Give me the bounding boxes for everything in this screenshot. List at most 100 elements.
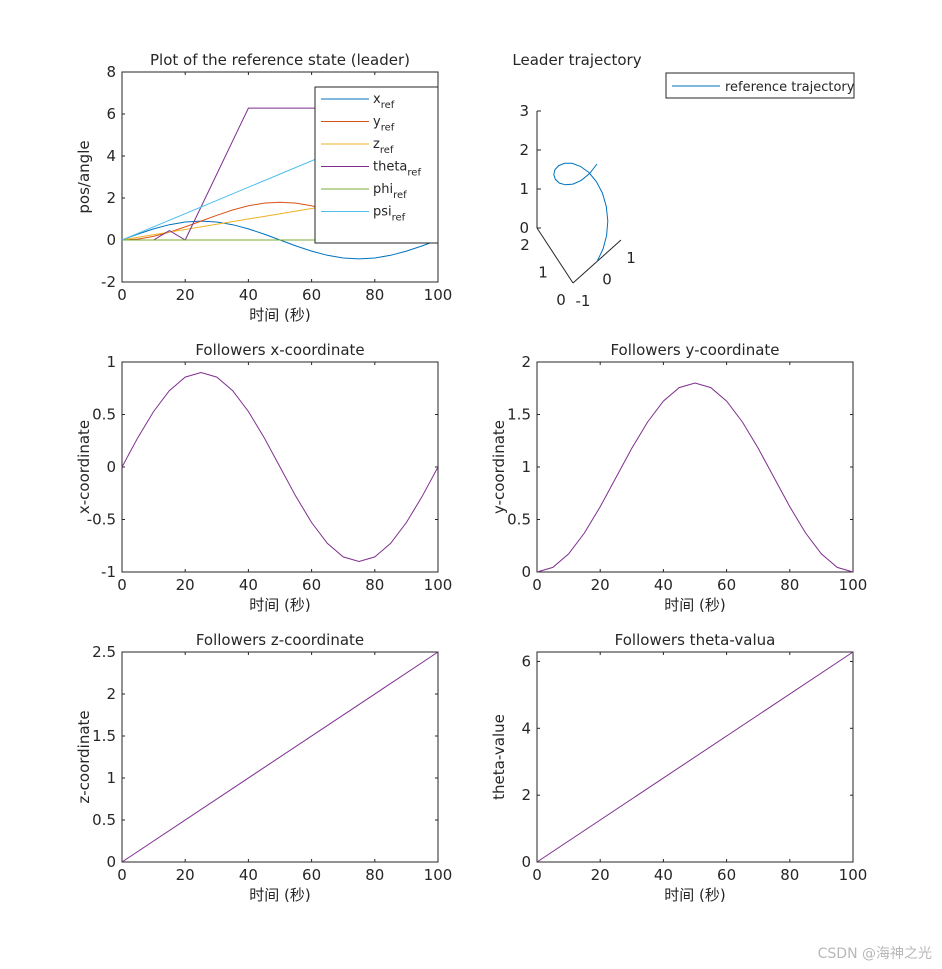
z-tick-label: 2 xyxy=(519,141,529,159)
series-line-follower-z xyxy=(121,651,439,863)
y-tick-label: 2.5 xyxy=(92,643,116,661)
x-tick-label: 80 xyxy=(365,866,384,884)
legend-entry-psi: psiref xyxy=(373,205,406,224)
y-tick-label: 0 xyxy=(106,231,116,249)
plot-area xyxy=(536,361,854,573)
y-tick-label: 0.5 xyxy=(507,511,531,529)
chart-panel-3: 0 20 40 60 80 100 0 0.5 1 1.5 2 Followers y-coordin… xyxy=(490,341,867,614)
x-tick-label: 60 xyxy=(302,576,321,594)
chart-title: Followers theta-valua xyxy=(615,631,776,649)
legend-entry-base: y xyxy=(373,115,381,130)
x-axis-label: 时间 (秒) xyxy=(249,886,310,904)
chart-panel-2: 0 20 40 60 80 100 -1 -0.5 0 0.5 1 Followers x-coord… xyxy=(75,341,452,614)
x-tick-label: 40 xyxy=(239,866,258,884)
y-tick-label: 0 xyxy=(556,291,566,309)
y-tick-label: 2 xyxy=(521,786,531,804)
x-tick-label: 0 xyxy=(532,866,542,884)
legend-entry-sub: ref xyxy=(380,145,394,156)
x-axis-label: 时间 (秒) xyxy=(664,596,725,614)
y-tick-label: 1 xyxy=(538,264,548,282)
x-tick-label: 80 xyxy=(780,866,799,884)
x-tick-label: 80 xyxy=(365,576,384,594)
y-tick-label: 1 xyxy=(106,769,116,787)
legend-entry-base: x xyxy=(373,92,381,107)
legend-entry-sub: ref xyxy=(381,100,395,111)
y-tick-label: 2 xyxy=(521,353,531,371)
legend-entry-base: theta xyxy=(373,160,407,175)
x-tick-label: 20 xyxy=(591,576,610,594)
y-tick-label: 2 xyxy=(106,685,116,703)
y-tick-label: -2 xyxy=(101,273,116,291)
y-tick-label: -1 xyxy=(101,563,116,581)
chart-title: Followers x-coordinate xyxy=(195,341,364,359)
legend-entry-x: xref xyxy=(373,92,395,111)
y-tick-label: 2 xyxy=(106,189,116,207)
y-tick-label: 1.5 xyxy=(507,406,531,424)
y-axis-label: z-coordinate xyxy=(75,710,93,803)
x-tick-label: 100 xyxy=(424,286,453,304)
legend-entry-theta: thetaref xyxy=(373,160,421,179)
x-tick-label: 60 xyxy=(302,866,321,884)
x-tick-label: 40 xyxy=(239,576,258,594)
legend-entry-base: psi xyxy=(373,205,392,220)
legend-entry-sub: ref xyxy=(381,123,395,134)
x-tick-label: 20 xyxy=(591,866,610,884)
x-tick-label: 0 xyxy=(117,286,127,304)
legend-entry-y: yref xyxy=(373,115,395,134)
y-tick-label: 2 xyxy=(520,236,530,254)
y-tick-label: 0.5 xyxy=(92,406,116,424)
x-tick-label: 0 xyxy=(117,866,127,884)
watermark: CSDN @海神之光 xyxy=(817,946,932,962)
x-axis-label: 时间 (秒) xyxy=(249,596,310,614)
x-tick-label: 100 xyxy=(424,576,453,594)
x-tick-label: 20 xyxy=(176,866,195,884)
y-tick-label: 4 xyxy=(106,147,116,165)
x-tick-label: 0 xyxy=(532,576,542,594)
chart-title: Followers y-coordinate xyxy=(610,341,779,359)
legend-entry-base: z xyxy=(373,137,380,152)
chart-title: Plot of the reference state (leader) xyxy=(150,51,410,69)
y-tick-label: 1 xyxy=(521,458,531,476)
x-axis-label: 时间 (秒) xyxy=(664,886,725,904)
series-line-follower-theta xyxy=(536,651,854,863)
y-axis-line xyxy=(536,227,574,284)
y-axis-label: y-coordinate xyxy=(490,420,508,514)
y-tick-label: 0 xyxy=(106,458,116,476)
z-tick-label: 0 xyxy=(519,219,529,237)
chart-panel-5: 0 20 40 60 80 100 0 2 4 6 Followers theta-valua 时间 … xyxy=(490,631,867,904)
x-tick-label: 100 xyxy=(839,866,868,884)
series-line-follower-x xyxy=(121,371,439,563)
series-line-follower-y xyxy=(536,382,854,573)
x-tick-label: 20 xyxy=(176,576,195,594)
y-tick-label: 1.5 xyxy=(92,727,116,745)
y-tick-label: 4 xyxy=(521,719,531,737)
legend-entry: reference trajectory xyxy=(725,80,855,95)
y-tick-label: 6 xyxy=(106,105,116,123)
legend-entry-z: zref xyxy=(373,137,394,156)
x-tick-label: 1 xyxy=(626,249,636,267)
y-axis-label: theta-value xyxy=(490,714,508,800)
z-tick-label: 3 xyxy=(519,102,529,120)
y-tick-label: 0 xyxy=(106,853,116,871)
chart-title: Followers z-coordinate xyxy=(196,631,364,649)
legend-entry-base: phi xyxy=(373,182,393,197)
z-tick-label: 1 xyxy=(519,180,529,198)
y-tick-label: 0.5 xyxy=(92,811,116,829)
x-tick-label: 40 xyxy=(654,866,673,884)
x-axis-label: 时间 (秒) xyxy=(249,306,310,324)
y-tick-label: 8 xyxy=(106,63,116,81)
x-tick-label: 60 xyxy=(717,576,736,594)
x-tick-label: 80 xyxy=(365,286,384,304)
x-tick-label: 40 xyxy=(654,576,673,594)
legend-box xyxy=(314,86,439,244)
legend-entry-sub: ref xyxy=(393,190,407,201)
y-tick-label: 0 xyxy=(521,853,531,871)
chart-panel-4: 0 20 40 60 80 100 0 0.5 1 1.5 2 2.5 Followers z-coor… xyxy=(75,631,452,904)
x-tick-label: 0 xyxy=(602,271,612,289)
x-tick-label: 60 xyxy=(302,286,321,304)
trajectory-line xyxy=(553,162,609,262)
x-tick-label: 40 xyxy=(239,286,258,304)
